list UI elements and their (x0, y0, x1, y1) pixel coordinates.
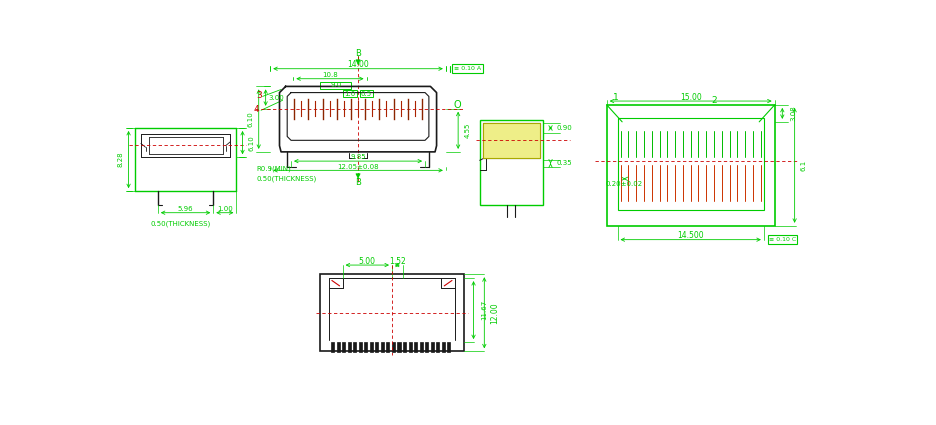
Bar (381, 342, 384, 352)
Text: 12.05±0.08: 12.05±0.08 (337, 164, 379, 170)
Bar (398, 342, 401, 352)
Text: 3: 3 (256, 91, 261, 100)
Bar (768, 235, 797, 244)
Bar (375, 342, 378, 352)
Text: 6.10: 6.10 (249, 135, 255, 150)
Bar (387, 342, 389, 352)
Bar (419, 342, 423, 352)
Bar (483, 123, 540, 158)
Text: 0.50(THICKNESS): 0.50(THICKNESS) (256, 176, 316, 182)
Bar (344, 90, 358, 97)
Text: ≡ 0.10 C: ≡ 0.10 C (768, 237, 796, 242)
Text: 6.10: 6.10 (247, 111, 254, 127)
Text: O: O (454, 100, 461, 110)
Text: 1: 1 (613, 93, 619, 102)
Text: 14.500: 14.500 (678, 231, 704, 240)
Bar (403, 342, 406, 352)
Bar (436, 342, 439, 352)
Text: R0.9(MIN): R0.9(MIN) (256, 166, 291, 172)
Text: 9.0: 9.0 (330, 82, 342, 88)
Bar (319, 274, 464, 351)
Text: 5.96: 5.96 (178, 206, 194, 212)
Bar (343, 342, 345, 352)
Text: 1.00: 1.00 (217, 206, 233, 212)
Bar (364, 342, 367, 352)
Text: 0.20±0.02: 0.20±0.02 (606, 181, 643, 187)
Text: 3.00: 3.00 (269, 95, 285, 101)
Text: 1.52: 1.52 (389, 257, 405, 266)
Bar (347, 342, 351, 352)
Bar (447, 342, 450, 352)
Text: 8.28: 8.28 (118, 152, 124, 167)
Bar (331, 342, 334, 352)
Text: 4.55: 4.55 (464, 123, 471, 138)
Text: 0.90: 0.90 (557, 125, 572, 131)
Text: 5.00: 5.00 (358, 257, 375, 266)
Bar (607, 105, 775, 226)
Text: 1.0: 1.0 (344, 91, 356, 97)
Text: 0.5: 0.5 (361, 91, 373, 97)
Bar (353, 342, 357, 352)
Bar (359, 90, 373, 97)
Bar (431, 342, 433, 352)
Bar (358, 342, 362, 352)
Bar (414, 342, 417, 352)
Bar (618, 118, 764, 210)
Bar (370, 342, 373, 352)
Bar (408, 342, 412, 352)
Bar (452, 64, 483, 74)
Text: 3.08: 3.08 (791, 105, 797, 121)
Bar (480, 120, 543, 205)
Text: 14.00: 14.00 (347, 60, 369, 69)
Bar (483, 123, 540, 158)
Bar (337, 342, 340, 352)
Text: B: B (355, 49, 361, 58)
Text: 0.35: 0.35 (557, 160, 572, 167)
Text: 15.00: 15.00 (680, 93, 702, 102)
Text: B: B (355, 178, 361, 187)
Bar (392, 342, 395, 352)
Bar (320, 82, 351, 89)
Text: 4: 4 (254, 105, 259, 114)
Text: 6.1: 6.1 (801, 160, 807, 171)
Bar (425, 342, 428, 352)
Text: 12.00: 12.00 (490, 302, 500, 323)
Text: 11.67: 11.67 (481, 300, 488, 320)
Bar (442, 342, 445, 352)
Text: 9.85: 9.85 (350, 154, 366, 160)
Text: 2: 2 (711, 96, 717, 105)
Text: ≡ 0.10 A: ≡ 0.10 A (454, 66, 481, 71)
Text: 10.8: 10.8 (322, 72, 338, 78)
Text: 0.50(THICKNESS): 0.50(THICKNESS) (150, 220, 211, 227)
